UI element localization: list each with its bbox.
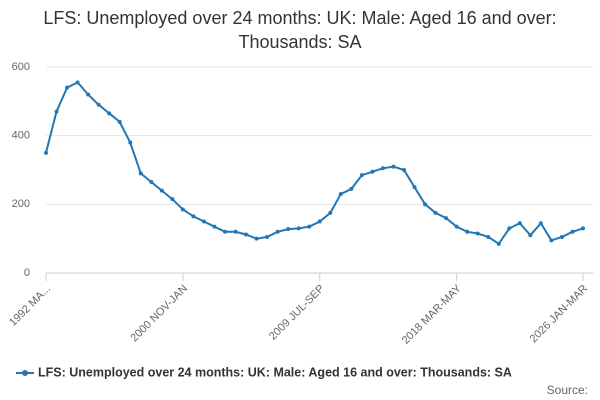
point [191, 214, 196, 219]
point [296, 226, 301, 231]
point [201, 219, 206, 224]
chart-title: LFS: Unemployed over 24 months: UK: Male… [43, 8, 557, 52]
point [180, 207, 185, 212]
point [338, 192, 343, 197]
point [444, 216, 449, 221]
point [391, 164, 396, 169]
point [349, 186, 354, 191]
point [528, 233, 533, 238]
point [317, 219, 322, 224]
point [328, 210, 333, 215]
point [286, 227, 291, 232]
point [107, 111, 112, 116]
point [486, 234, 491, 239]
point [581, 226, 585, 231]
point [254, 236, 259, 241]
x-tick-label: 2018 MAR-MAY [400, 282, 465, 347]
point [54, 109, 59, 114]
point [75, 80, 80, 85]
source: Source: [547, 383, 588, 397]
point [454, 224, 459, 229]
x-tick-label: 1992 MA... [7, 283, 53, 329]
x-tick-label: 2026 JAN-MAR [528, 283, 591, 346]
x-tick-label: 2009 JUL-SEP [267, 283, 327, 343]
point [538, 221, 543, 226]
point [117, 119, 122, 124]
y-tick-label: 0 [24, 267, 30, 279]
point [570, 229, 575, 234]
point [138, 171, 143, 176]
point [128, 140, 133, 145]
point [44, 150, 48, 155]
point [159, 188, 164, 193]
y-tick-label: 400 [12, 130, 30, 142]
point [170, 197, 175, 202]
x-tick-label: 2000 NOV-JAN [128, 283, 190, 345]
point [412, 185, 417, 190]
point [549, 238, 554, 243]
point [149, 180, 154, 185]
y-tick-label: 200 [12, 198, 30, 210]
point [359, 173, 364, 178]
point [275, 229, 280, 234]
point [233, 229, 238, 234]
point [507, 226, 512, 231]
point [265, 234, 270, 239]
point [212, 224, 217, 229]
point [475, 231, 480, 236]
point [96, 102, 101, 107]
point [402, 168, 406, 172]
y-tick-label: 600 [12, 61, 30, 73]
line [45, 81, 584, 246]
point [65, 85, 70, 90]
point [370, 169, 375, 174]
legend-marker [22, 370, 28, 376]
point [517, 221, 522, 226]
point [496, 241, 501, 246]
point [380, 166, 385, 171]
point [433, 210, 438, 215]
point [244, 232, 249, 237]
point [223, 229, 227, 234]
point [423, 202, 428, 207]
legend-text: LFS: Unemployed over 24 months: UK: Male… [38, 365, 512, 379]
point [307, 224, 312, 229]
point [465, 229, 470, 234]
point [86, 92, 91, 97]
point [559, 234, 564, 239]
